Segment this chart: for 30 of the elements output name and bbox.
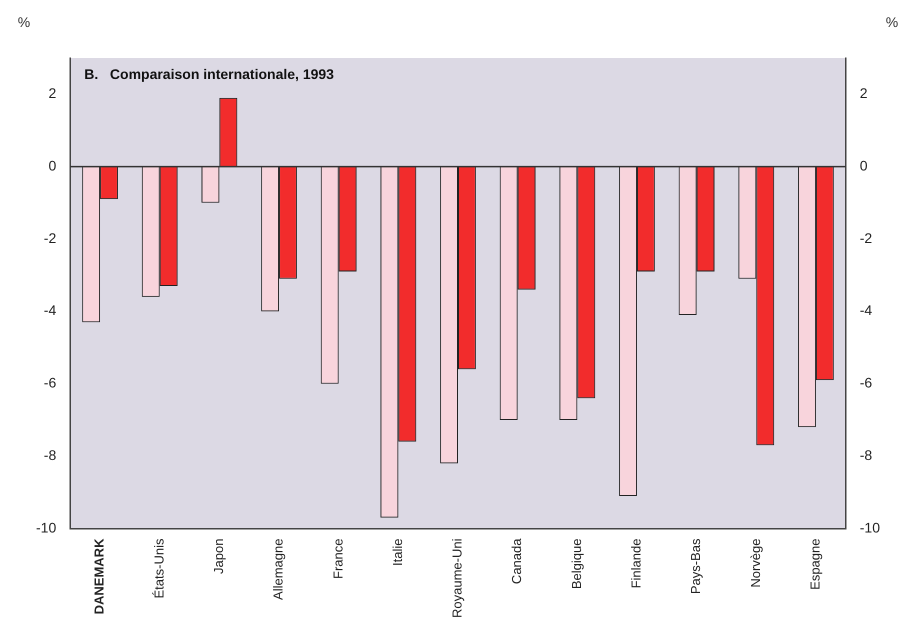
x-tick-label: Norvège <box>748 538 763 588</box>
y2-tick-label: -4 <box>860 302 872 318</box>
x-tick-label: Finlande <box>628 538 644 588</box>
y2-tick-label: -6 <box>860 374 872 391</box>
x-tick-label: France <box>330 538 346 579</box>
text: B. Comparaison internationale, 1993 <box>84 66 334 82</box>
x-tick-label: Allemagne <box>270 538 286 600</box>
y2-tick-label: -2 <box>860 230 872 246</box>
y2-tick-label: 2 <box>860 85 868 102</box>
y-tick-label: -10 <box>36 519 56 536</box>
y-tick-label: -8 <box>44 447 56 463</box>
x-tick-label: Espagne <box>808 538 823 590</box>
y2-axis-title: % <box>886 14 898 30</box>
x-tick-label: Japon <box>210 538 226 574</box>
y-tick-label: -4 <box>44 302 56 318</box>
y-tick-label: 2 <box>48 85 56 102</box>
y2-tick-label: 0 <box>860 157 868 174</box>
x-tick-label: États-Unis <box>151 538 166 598</box>
x-tick-label: Belgique <box>568 538 584 590</box>
y-tick-label: -6 <box>44 374 56 391</box>
x-tick-label: DANEMARK <box>92 538 107 614</box>
y2-tick-label: -8 <box>860 447 872 463</box>
x-tick-label: Pays-Bas <box>688 538 704 594</box>
x-tick-label: Italie <box>390 538 405 566</box>
x-tick-label: Canada <box>509 538 524 584</box>
x-tick-label: Royaume-Uni <box>450 538 465 618</box>
y-tick-label: -2 <box>44 230 56 246</box>
y-axis-title: % <box>18 14 30 30</box>
y2-tick-label: -10 <box>860 519 880 536</box>
y-tick-label: 0 <box>48 157 56 174</box>
